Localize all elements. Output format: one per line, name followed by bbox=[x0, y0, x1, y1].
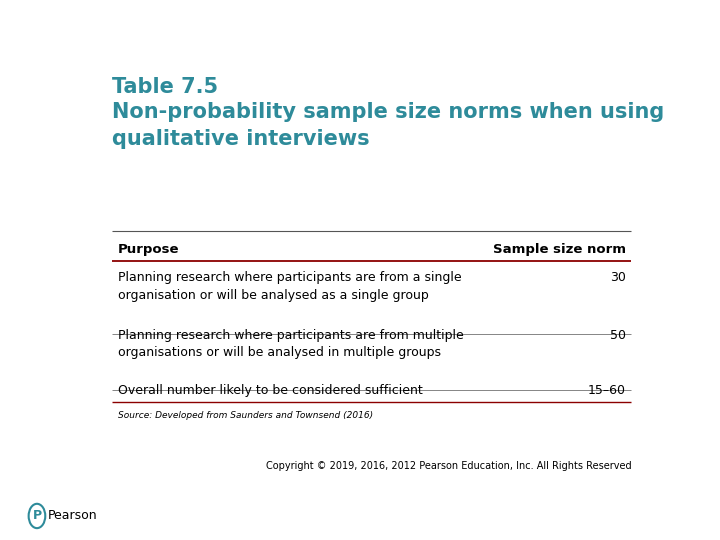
Text: Source: Developed from Saunders and Townsend (2016): Source: Developed from Saunders and Town… bbox=[118, 411, 373, 420]
Text: Planning research where participants are from multiple
organisations or will be : Planning research where participants are… bbox=[118, 329, 464, 359]
Text: Table 7.5: Table 7.5 bbox=[112, 77, 218, 97]
Text: Planning research where participants are from a single
organisation or will be a: Planning research where participants are… bbox=[118, 272, 462, 302]
Text: 15–60: 15–60 bbox=[588, 384, 626, 397]
Text: qualitative interviews: qualitative interviews bbox=[112, 129, 370, 149]
Text: 30: 30 bbox=[610, 272, 626, 285]
Text: Pearson: Pearson bbox=[48, 509, 97, 523]
Text: Non-probability sample size norms when using: Non-probability sample size norms when u… bbox=[112, 102, 665, 122]
Text: Sample size norm: Sample size norm bbox=[492, 243, 626, 256]
Text: P: P bbox=[32, 509, 42, 523]
Text: Overall number likely to be considered sufficient: Overall number likely to be considered s… bbox=[118, 384, 423, 397]
Text: Copyright © 2019, 2016, 2012 Pearson Education, Inc. All Rights Reserved: Copyright © 2019, 2016, 2012 Pearson Edu… bbox=[266, 462, 631, 471]
Text: 50: 50 bbox=[610, 329, 626, 342]
Text: Purpose: Purpose bbox=[118, 243, 179, 256]
